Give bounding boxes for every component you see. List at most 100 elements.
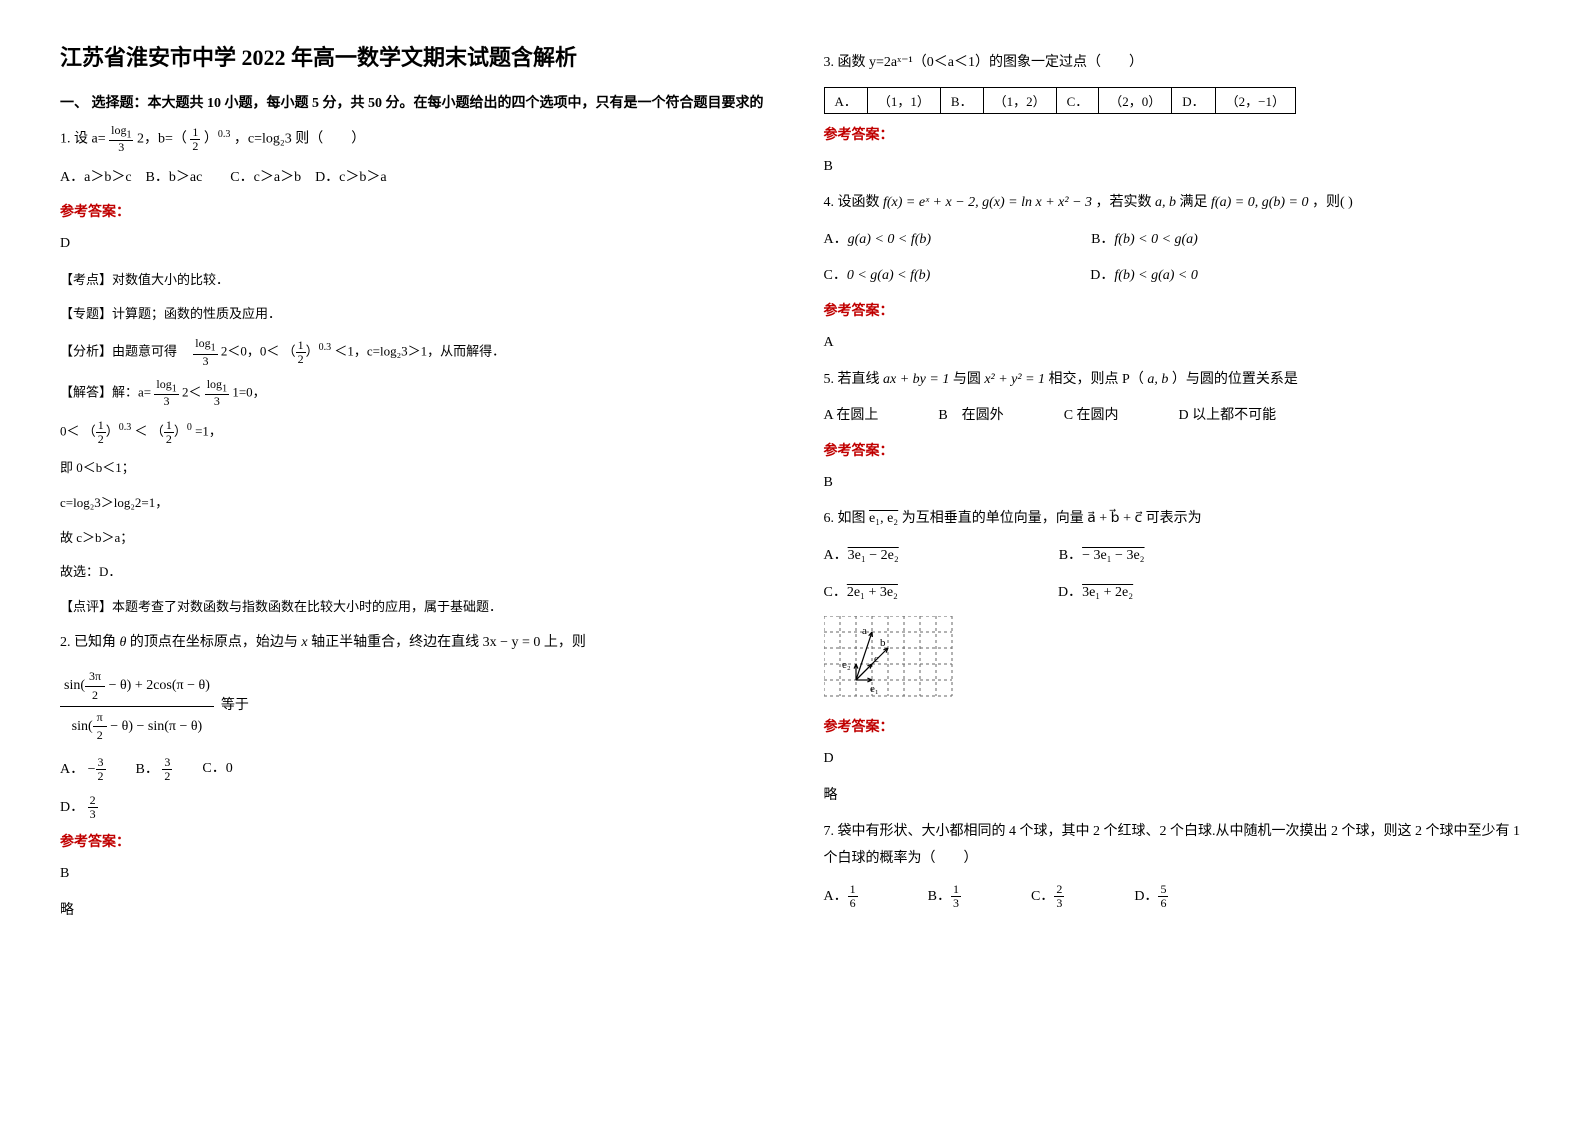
q2-options: A． −32 B． 32 C．0 xyxy=(60,756,764,784)
q6-answer: D xyxy=(824,746,1528,773)
q5-optA: A 在圆上 xyxy=(824,403,879,430)
txt: C． xyxy=(824,268,847,283)
txt: ，若实数 xyxy=(1096,195,1152,210)
section1-heading: 一、 选择题：本大题共 10 小题，每小题 5 分，共 50 分。在每小题给出的… xyxy=(60,92,764,112)
q6-optA: A．3e₁ − 2e₂ xyxy=(824,543,899,570)
txt: 5 xyxy=(1158,883,1168,897)
txt: 轴正半轴重合，终边在直线 xyxy=(311,635,479,650)
q5-optB: B 在圆外 xyxy=(938,403,1003,430)
q1-sol3: 即 0＜b＜1； xyxy=(60,456,764,481)
txt: 3 xyxy=(951,897,961,910)
txt: 0 < g(a) < f(b) xyxy=(847,268,930,283)
txt: 6 xyxy=(848,897,858,910)
q1-sol6: 故选：D． xyxy=(60,560,764,585)
q2-expr: sin(3π2 − θ) + 2cos(π − θ) sin(π2 − θ) −… xyxy=(60,666,764,746)
q7-optB: B．13 xyxy=(928,883,961,911)
txt: ＜ xyxy=(135,424,148,439)
q3-D-label: D． xyxy=(1172,87,1215,113)
txt: 2 xyxy=(1054,883,1064,897)
txt: 6. 如图 xyxy=(824,511,866,526)
txt: 与圆 xyxy=(953,372,981,387)
frac: 12 xyxy=(296,339,306,366)
q1-stem-pre: 1. 设 a= xyxy=(60,132,106,147)
txt: B． xyxy=(928,888,951,903)
txt: log xyxy=(111,123,126,137)
q6-optD: D．3e₁ + 2e₂ xyxy=(1058,580,1133,607)
q3-answer: B xyxy=(824,154,1528,181)
answer-label: 参考答案： xyxy=(824,716,1528,736)
txt: 4. 设函数 xyxy=(824,195,880,210)
frac: 12 xyxy=(96,419,106,446)
q2-optB: B． 32 xyxy=(136,756,173,784)
txt: 2e₁ + 3e₂ xyxy=(847,585,898,600)
q4-optD: D．f(b) < g(a) < 0 xyxy=(1090,263,1198,290)
q6-optB: B．− 3e₁ − 3e₂ xyxy=(1059,543,1145,570)
q1-log13: log1 3 xyxy=(109,124,133,155)
txt: D． xyxy=(1090,268,1114,283)
frac: log13 xyxy=(154,378,178,409)
q2-note: 略 xyxy=(60,898,764,925)
q4-ab: a, b xyxy=(1155,195,1176,210)
txt: D． xyxy=(1058,585,1082,600)
svg-text:b: b xyxy=(880,637,886,649)
txt: g(a) < 0 < f(b) xyxy=(848,232,931,247)
q1-options: A．a＞b＞c B．b＞ac C．c＞a＞b D．c＞b＞a xyxy=(60,165,764,192)
q4-optC: C．0 < g(a) < f(b) xyxy=(824,263,931,290)
txt: A． xyxy=(824,548,848,563)
q1-half: 12 xyxy=(190,126,200,153)
txt: 0＜ xyxy=(60,424,80,439)
txt: 1=0， xyxy=(232,384,265,399)
q4-optB: B．f(b) < 0 < g(a) xyxy=(1091,227,1198,254)
txt: 【分析】由题意可得 xyxy=(60,343,190,358)
q3-A-val: （1，1） xyxy=(867,87,940,113)
txt: ＜1，c=log₂3＞1，从而解得． xyxy=(334,343,505,358)
txt: 1 xyxy=(126,129,131,140)
txt: B． xyxy=(1059,548,1082,563)
txt: =1， xyxy=(195,424,222,439)
q5-answer: B xyxy=(824,470,1528,497)
theta: θ xyxy=(120,635,127,650)
q1-exp1: 【考点】对数值大小的比较． xyxy=(60,268,764,293)
q4-answer: A xyxy=(824,330,1528,357)
answer-label: 参考答案： xyxy=(824,440,1528,460)
answer-label: 参考答案： xyxy=(60,831,764,851)
txt: 3e₁ + 2e₂ xyxy=(1082,585,1133,600)
txt: A． xyxy=(60,762,84,777)
q7-stem: 7. 袋中有形状、大小都相同的 4 个球，其中 2 个红球、2 个白球.从中随机… xyxy=(824,819,1528,872)
txt: 2＜0，0＜ xyxy=(221,343,280,358)
frac: 12 xyxy=(164,419,174,446)
txt: x² + y² = 1 xyxy=(984,372,1045,387)
q4-row1: A．g(a) < 0 < f(b) B．f(b) < 0 < g(a) xyxy=(824,227,1528,254)
q7-optC: C．23 xyxy=(1031,883,1064,911)
txt: 等于 xyxy=(221,698,249,713)
txt: 6 xyxy=(1158,897,1168,910)
q1-sol4: c=log₂3＞log₂2=1， xyxy=(60,491,764,516)
q1-sol1: 【解答】解：a= log13 2＜ log13 1=0， xyxy=(60,378,764,409)
q1: 1. 设 a= log1 3 2，b=（ 12 ）0.3 ，c=log₂3 则（… xyxy=(60,124,764,155)
vector-grid-svg: e₁e₂abc xyxy=(824,616,972,706)
txt: 满足 xyxy=(1180,195,1208,210)
q1-b-pre: 2，b=（ xyxy=(137,132,187,147)
q6-row2: C．2e₁ + 3e₂ D．3e₁ + 2e₂ xyxy=(824,580,1528,607)
q3-C-label: C． xyxy=(1056,87,1099,113)
q2-answer: B xyxy=(60,861,764,888)
q6-e: e₁, e₂ xyxy=(869,511,898,526)
q5-optD: D 以上都不可能 xyxy=(1179,403,1277,430)
txt: 【解答】解：a= xyxy=(60,384,151,399)
svg-text:c: c xyxy=(874,653,879,665)
frac: log13 xyxy=(205,378,229,409)
txt: ax + by = 1 xyxy=(883,372,949,387)
x: x xyxy=(301,635,307,650)
q4-row2: C．0 < g(a) < f(b) D．f(b) < g(a) < 0 xyxy=(824,263,1528,290)
q2-optD: D． 23 xyxy=(60,794,764,822)
q3-options-table: A．（1，1） B．（1，2） C．（2，0） D．（2，−1） xyxy=(824,87,1297,114)
txt: C． xyxy=(824,585,847,600)
txt: a, b xyxy=(1147,372,1168,387)
q7-options: A．16 B．13 C．23 D．56 xyxy=(824,883,1528,911)
q1-exp2: 【专题】计算题；函数的性质及应用． xyxy=(60,302,764,327)
q1-answer: D xyxy=(60,231,764,258)
txt: 3e₁ − 2e₂ xyxy=(848,548,899,563)
txt: 可表示为 xyxy=(1146,511,1202,526)
frac: log13 xyxy=(193,337,217,368)
q1-c: ，c=log₂3 则（ ） xyxy=(234,132,365,147)
